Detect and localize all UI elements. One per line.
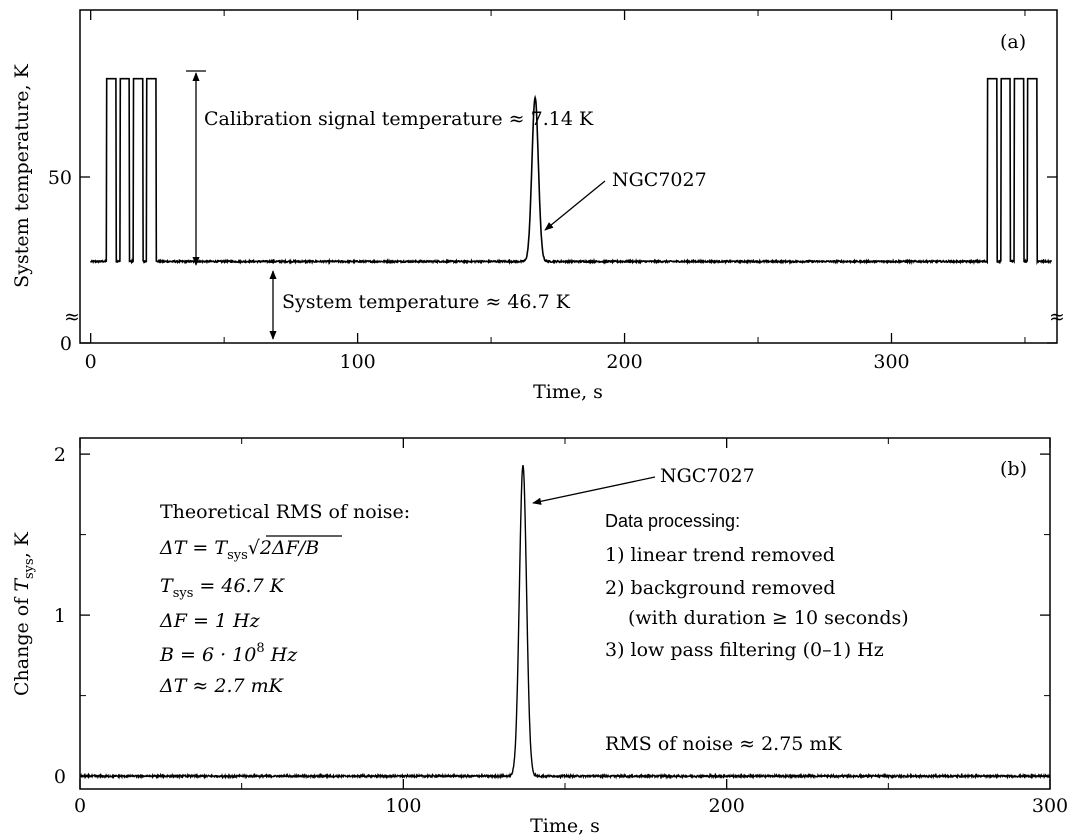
panel-a-ticks: 0 100 200 300 0 50 xyxy=(48,10,1057,373)
panel-b-ticks: 0 100 200 300 0 1 2 xyxy=(54,438,1068,817)
panel-b: 0 100 200 300 0 1 2 (b) NGC7027 Theoretical RM… xyxy=(11,437,1068,837)
panel-b-y-tick-label: 1 xyxy=(54,605,66,627)
theory-formula-lhs: ΔT = T xyxy=(159,537,228,559)
processing-step-2: 2) background removed xyxy=(605,577,835,599)
panel-a-x-tick-label: 100 xyxy=(339,351,375,373)
panel-b-x-axis-title: Time, s xyxy=(530,815,600,837)
source-arrow-b xyxy=(532,476,656,505)
tsys-value: Tsys = 46.7 K xyxy=(160,575,286,601)
panel-a-x-tick-label: 300 xyxy=(873,351,909,373)
panel-b-y-axis-title: Change of Tsys, K xyxy=(11,531,37,696)
panel-a: 0 100 200 300 0 50 (a) Calibration signal tem… xyxy=(11,9,1065,403)
bandwidth-base: B = 6 · 10 xyxy=(159,644,256,666)
bandwidth-exp: 8 xyxy=(256,641,264,656)
panel-b-change-trace xyxy=(79,465,1051,780)
panel-a-x-axis-title: Time, s xyxy=(533,381,603,403)
tsys-rest: = 46.7 K xyxy=(193,575,285,597)
panel-b-x-tick-label: 0 xyxy=(74,795,86,817)
tsys-sub: sys xyxy=(173,586,194,601)
processing-step-3: 3) low pass filtering (0–1) Hz xyxy=(605,639,884,661)
panel-a-label: (a) xyxy=(1000,31,1026,53)
tsys-var: T xyxy=(160,575,174,597)
theory-formula: ΔT = Tsys√2ΔF/B xyxy=(159,537,319,563)
panel-b-x-tick-label: 200 xyxy=(709,795,745,817)
panel-b-y-suffix: , K xyxy=(11,531,33,558)
bandwidth-unit: Hz xyxy=(265,644,299,666)
y-break-symbol-left: ≈ xyxy=(64,306,80,328)
source-label-b: NGC7027 xyxy=(660,465,755,487)
processing-step-1: 1) linear trend removed xyxy=(605,544,835,566)
rms-annotation: RMS of noise ≈ 2.75 mK xyxy=(605,733,842,755)
panel-a-y-tick-label: 0 xyxy=(60,333,72,355)
processing-step-2-detail: (with duration ≥ 10 seconds) xyxy=(628,607,909,629)
panel-a-x-tick-label: 200 xyxy=(606,351,642,373)
panel-a-x-tick-label: 0 xyxy=(85,351,97,373)
panel-a-y-axis-title: System temperature, K xyxy=(11,63,33,287)
panel-b-y-prefix: Change of xyxy=(11,596,33,696)
source-arrow-a xyxy=(544,180,606,231)
panel-b-y-sub: sys xyxy=(22,558,37,579)
panel-b-label: (b) xyxy=(1000,458,1027,480)
theory-formula-sub: sys xyxy=(227,548,248,563)
panel-b-x-tick-label: 300 xyxy=(1032,795,1068,817)
bandwidth-value: B = 6 · 108 Hz xyxy=(159,641,298,666)
source-label-a: NGC7027 xyxy=(612,169,707,191)
panel-b-y-var: T xyxy=(11,578,33,592)
calibration-annotation: Calibration signal temperature ≈ 7.14 K xyxy=(204,108,594,130)
panel-a-temperature-trace xyxy=(90,77,1052,266)
processing-title: Data processing: xyxy=(605,511,740,531)
theory-title: Theoretical RMS of noise: xyxy=(160,501,410,523)
system-temperature-annotation: System temperature ≈ 46.7 K xyxy=(282,291,571,313)
panel-a-y-tick-label: 50 xyxy=(48,167,72,189)
panel-b-x-tick-label: 100 xyxy=(385,795,421,817)
delta-t-value: ΔT ≈ 2.7 mK xyxy=(159,675,285,697)
panel-b-y-tick-label: 0 xyxy=(54,766,66,788)
delta-f-value: ΔF = 1 Hz xyxy=(159,610,261,632)
theory-formula-rhs: √2ΔF/B xyxy=(248,537,320,559)
y-break-symbol-right: ≈ xyxy=(1049,306,1065,328)
panel-b-y-tick-label: 2 xyxy=(54,444,66,466)
